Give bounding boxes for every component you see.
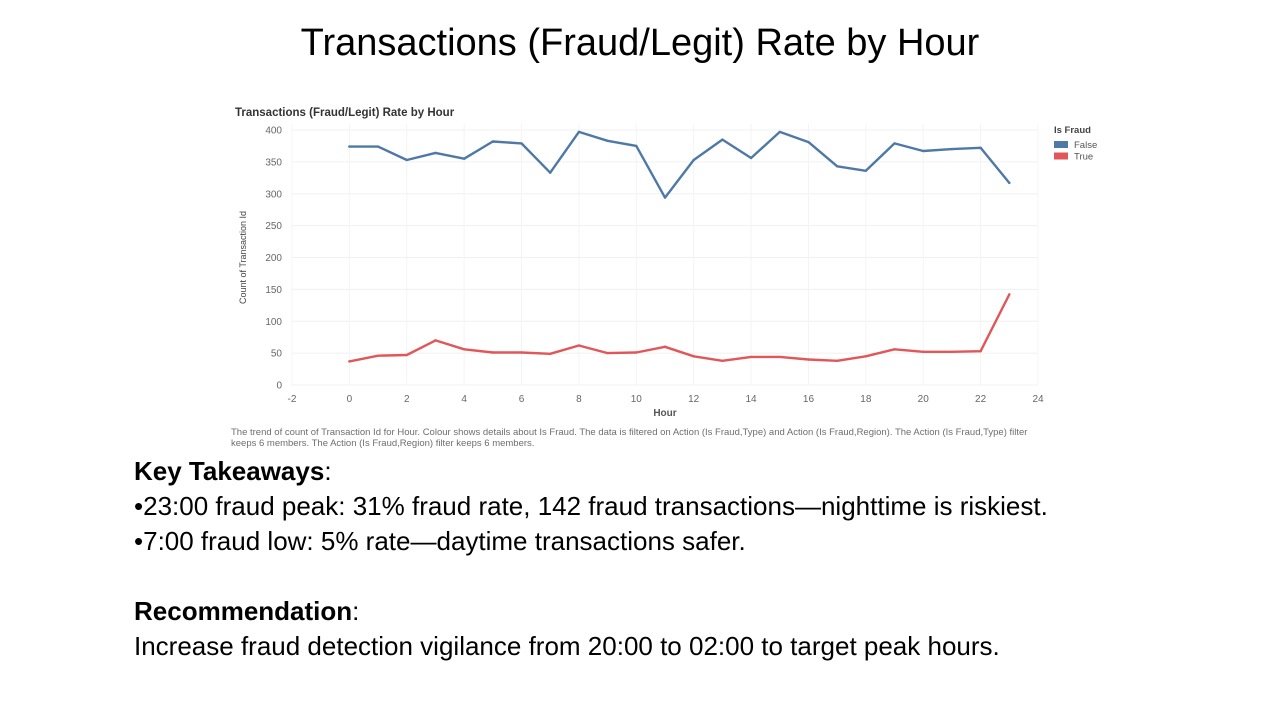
legend-title: Is Fraud	[1054, 125, 1091, 136]
takeaway-bullet-2: •7:00 fraud low: 5% rate—daytime transac…	[134, 526, 746, 556]
data-point-false	[893, 142, 896, 145]
takeaways-heading-colon: :	[324, 456, 332, 486]
data-point-false	[692, 158, 695, 162]
data-point-false	[520, 142, 523, 145]
legend-swatch-true	[1054, 152, 1068, 160]
x-tick-label: 6	[519, 394, 525, 405]
y-tick-label: 50	[271, 349, 283, 360]
data-point-true	[491, 351, 495, 354]
x-tick-label: 18	[860, 394, 872, 405]
data-point-false	[721, 138, 724, 141]
data-point-true	[520, 351, 523, 354]
chart-container: Transactions (Fraud/Legit) Rate by Hour 0…	[228, 100, 1128, 450]
data-point-true	[549, 352, 552, 355]
series-line-false	[348, 130, 1011, 199]
data-point-false	[950, 147, 954, 151]
data-point-true	[376, 354, 380, 357]
data-point-true	[663, 345, 667, 348]
data-point-false	[749, 156, 753, 160]
data-point-true	[922, 350, 925, 354]
data-point-true	[462, 348, 466, 351]
legend-swatch-false	[1054, 141, 1068, 148]
x-axis-label: Hour	[653, 408, 676, 419]
x-tick-label: 16	[803, 394, 815, 405]
x-tick-label: 14	[746, 394, 758, 405]
data-point-true	[979, 350, 982, 353]
y-tick-label: 200	[265, 253, 282, 264]
y-tick-label: 100	[265, 317, 282, 328]
data-point-true	[835, 359, 839, 362]
data-point-true	[950, 350, 954, 354]
x-tick-label: 24	[1032, 394, 1044, 405]
chart-title: Transactions (Fraud/Legit) Rate by Hour	[235, 107, 455, 119]
y-tick-label: 350	[265, 157, 282, 168]
x-tick-label: 4	[461, 394, 467, 405]
data-point-false	[577, 130, 581, 134]
y-tick-label: 250	[265, 221, 282, 232]
data-point-true	[348, 360, 351, 363]
data-point-false	[376, 145, 380, 148]
x-tick-label: 20	[918, 394, 930, 405]
y-tick-label: 0	[276, 381, 282, 392]
legend-label-true: True	[1074, 152, 1093, 163]
x-tick-label: 2	[404, 394, 410, 405]
data-point-false	[864, 169, 868, 172]
data-point-false	[922, 149, 925, 153]
x-tick-label: 10	[631, 394, 643, 405]
data-point-true	[577, 344, 581, 347]
line-chart: Transactions (Fraud/Legit) Rate by Hour 0…	[235, 107, 1097, 419]
y-axis-label: Count of Transaction Id	[238, 211, 248, 304]
data-point-false	[348, 145, 351, 148]
x-tick-label: 12	[688, 394, 700, 405]
recommendation-heading-colon: :	[352, 596, 360, 626]
x-tick-label: 8	[576, 394, 582, 405]
data-point-false	[462, 157, 466, 160]
data-point-false	[405, 158, 408, 162]
data-point-false	[1008, 181, 1011, 185]
data-point-true	[721, 359, 724, 362]
x-tick-label: 0	[347, 394, 353, 405]
data-point-true	[807, 358, 810, 361]
y-tick-label: 400	[265, 126, 282, 137]
data-point-true	[749, 355, 753, 359]
data-point-true	[893, 348, 896, 351]
legend-label-false: False	[1074, 140, 1097, 151]
data-point-false	[663, 196, 667, 199]
series-line-true	[348, 293, 1011, 363]
data-point-true	[864, 355, 868, 358]
data-point-true	[778, 355, 781, 359]
data-point-true	[606, 351, 609, 355]
data-point-false	[778, 130, 781, 134]
data-point-true	[1008, 293, 1011, 296]
recommendation-heading-line: Recommendation:	[134, 594, 1234, 629]
data-point-false	[491, 140, 495, 143]
data-point-false	[549, 171, 552, 174]
data-point-false	[635, 144, 638, 148]
takeaways-heading: Key Takeaways	[134, 456, 325, 486]
data-point-false	[835, 165, 839, 168]
slide-title: Transactions (Fraud/Legit) Rate by Hour	[300, 22, 980, 64]
y-tick-label: 300	[265, 189, 282, 200]
data-point-false	[979, 146, 982, 150]
data-point-true	[405, 353, 408, 357]
y-tick-label: 150	[265, 285, 282, 296]
recommendation-heading: Recommendation	[134, 596, 353, 626]
takeaways-heading-line: Key Takeaways:	[134, 454, 1234, 489]
x-tick-label: 22	[975, 394, 987, 405]
chart-caption: The trend of count of Transaction Id for…	[231, 427, 1028, 449]
data-point-false	[807, 140, 810, 144]
data-point-false	[434, 151, 437, 155]
data-point-true	[692, 355, 695, 358]
data-point-true	[635, 351, 638, 354]
takeaway-bullet-1: •23:00 fraud peak: 31% fraud rate, 142 f…	[134, 491, 1048, 521]
x-tick-label: -2	[288, 394, 297, 405]
data-point-true	[434, 339, 437, 342]
recommendation-text: Increase fraud detection vigilance from …	[134, 631, 1000, 661]
data-point-false	[606, 139, 609, 143]
slide-body: Key Takeaways: •23:00 fraud peak: 31% fr…	[134, 454, 1234, 664]
